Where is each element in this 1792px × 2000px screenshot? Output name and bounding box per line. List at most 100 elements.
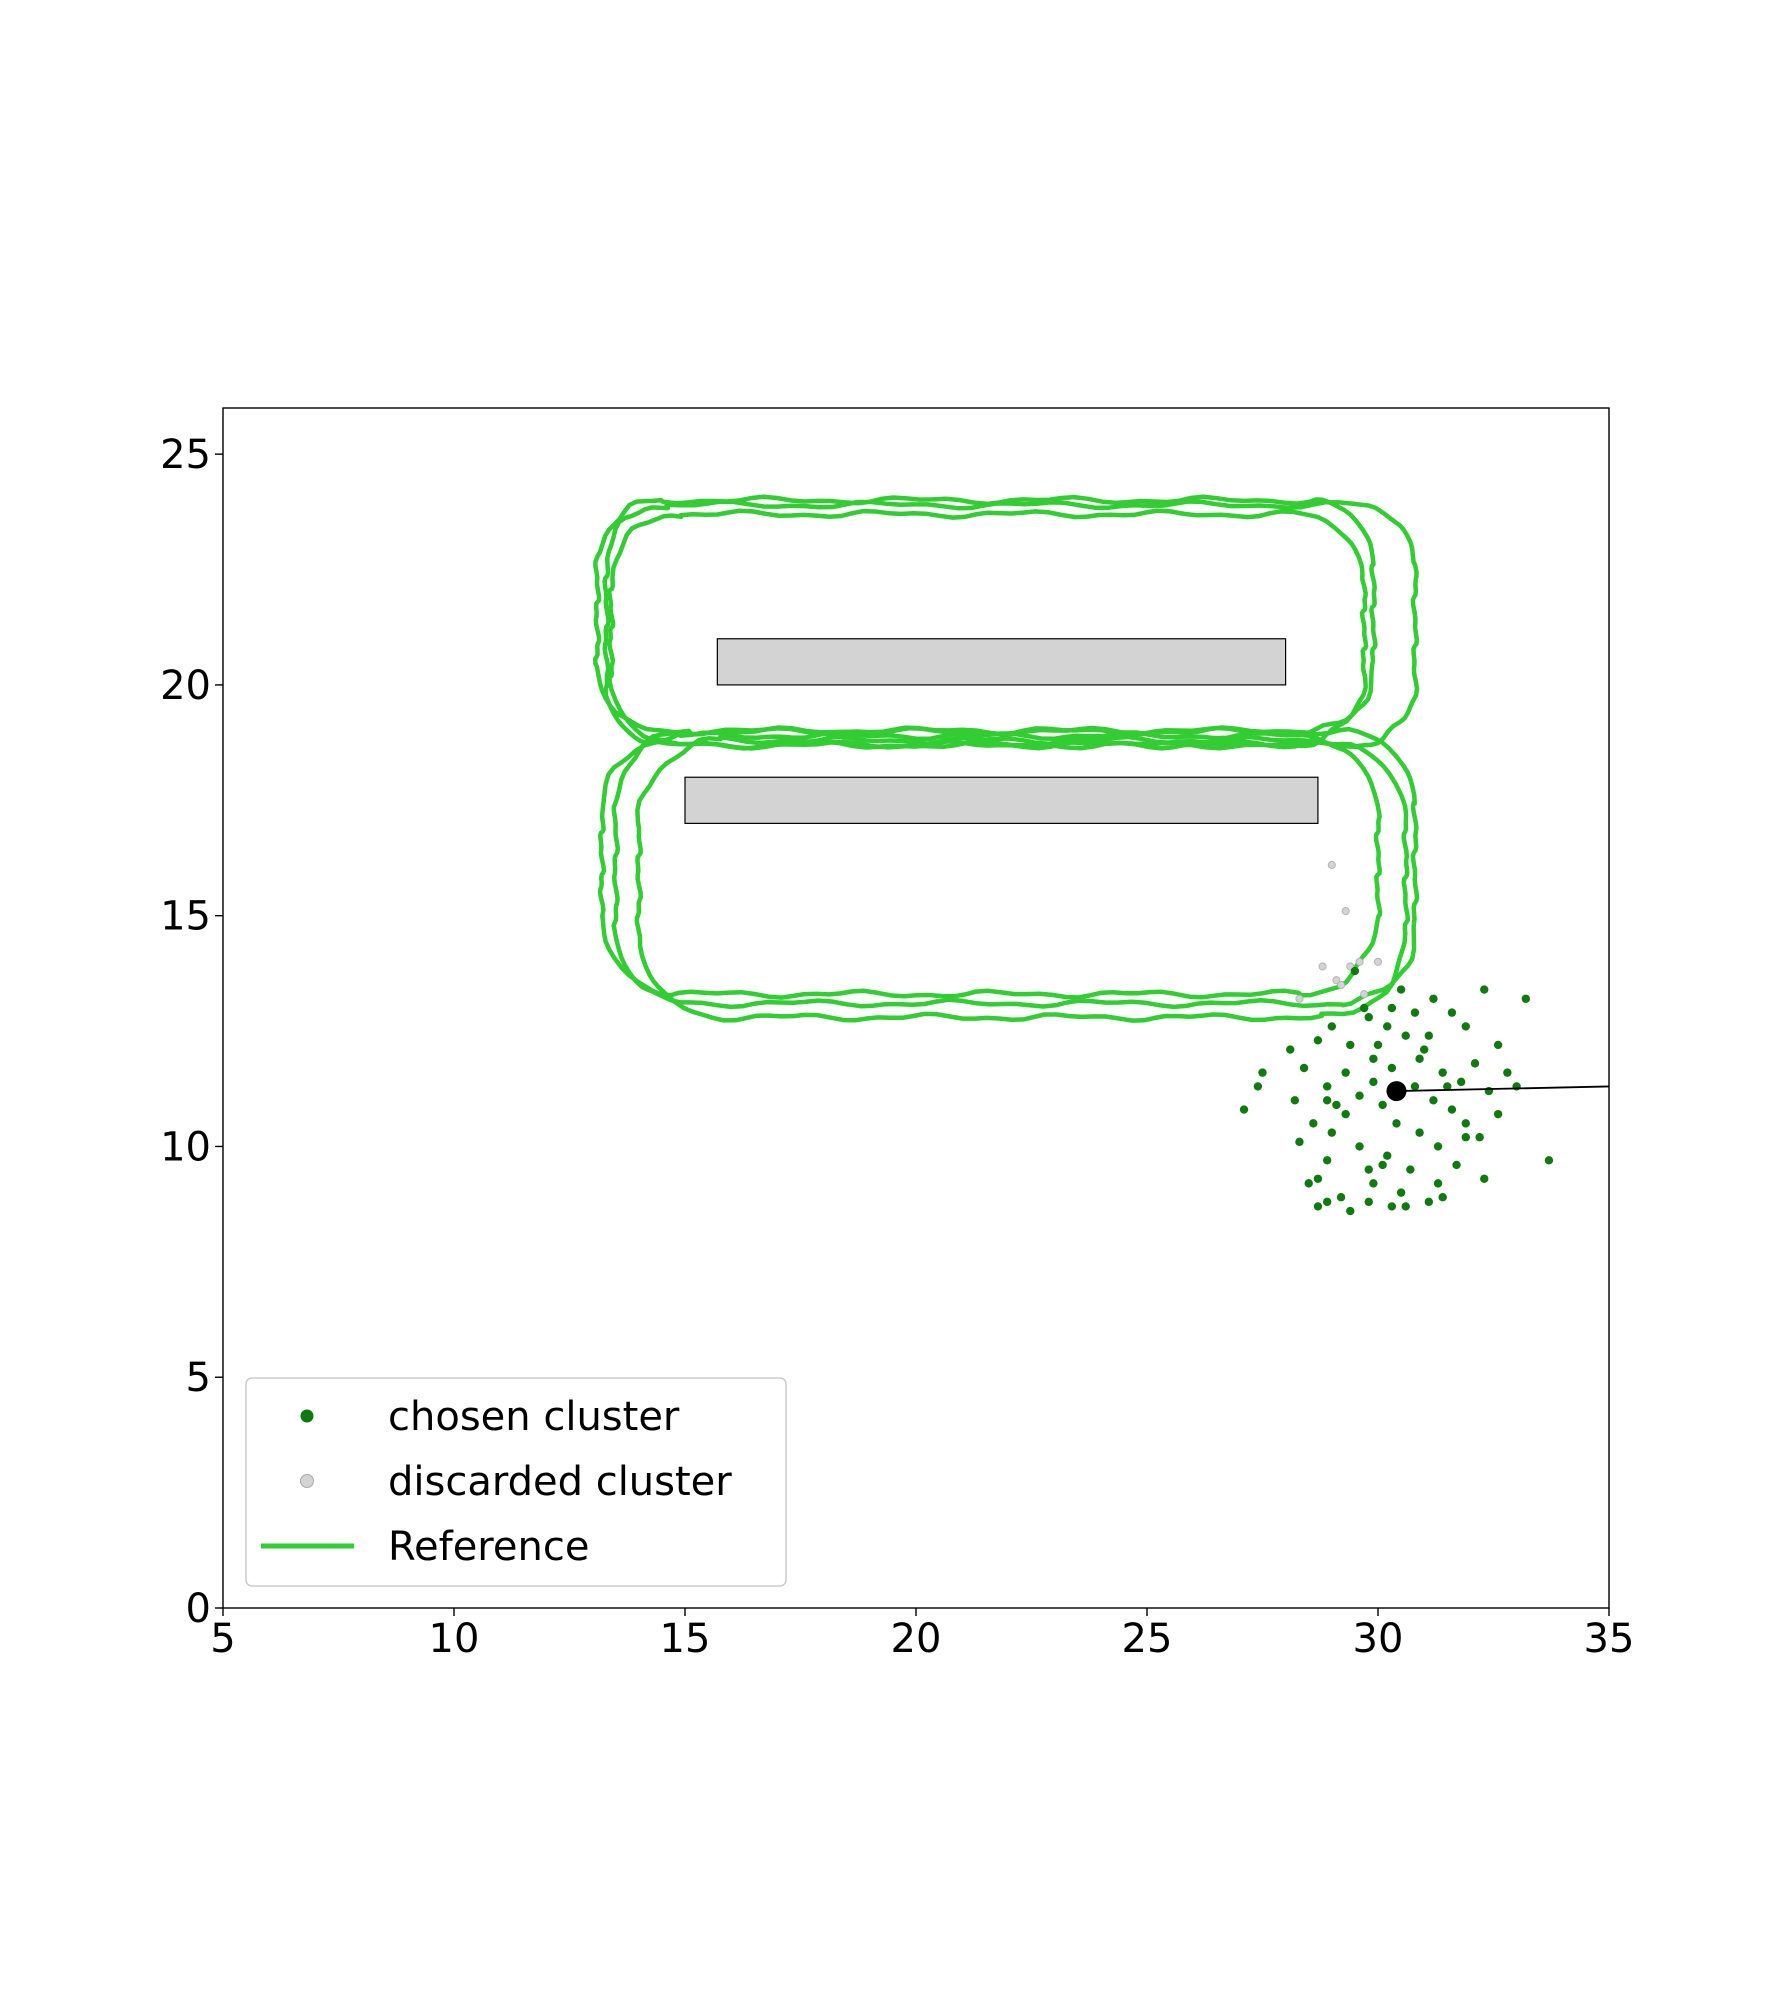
chosen-point (1313, 1036, 1323, 1045)
legend-chosen-marker (300, 1409, 314, 1423)
chosen-point (1350, 966, 1360, 976)
chosen-point (1313, 1202, 1323, 1211)
chosen-point (1447, 1105, 1457, 1114)
chosen-point (1373, 1040, 1383, 1050)
chosen-point (1322, 1156, 1332, 1165)
reference-loop-5 (611, 725, 1420, 1010)
reference-loop-4 (634, 734, 1411, 1023)
chosen-point (1378, 1100, 1387, 1110)
chosen-point (1346, 1206, 1355, 1216)
discarded-point (1360, 990, 1369, 999)
chosen-point (1475, 1133, 1484, 1142)
chosen-point (1253, 1082, 1263, 1091)
legend: chosen cluster discarded cluster Reference (245, 1377, 787, 1587)
chosen-point (1309, 1119, 1318, 1128)
chosen-point (1452, 1160, 1461, 1170)
chosen-point (1438, 1068, 1447, 1077)
chosen-point (1424, 1197, 1434, 1207)
chosen-point (1461, 1119, 1470, 1128)
discarded-cluster-points (1295, 860, 1383, 1003)
reference-loop-3 (597, 730, 1383, 1000)
chosen-point (1461, 1133, 1470, 1142)
y-tick-label: 15 (160, 894, 211, 940)
reference-loop-1 (592, 494, 1378, 737)
chosen-point (1493, 1040, 1503, 1050)
y-tick-label: 0 (186, 1586, 211, 1632)
chosen-point (1364, 1197, 1373, 1207)
chosen-point (1424, 1031, 1434, 1040)
chosen-point (1346, 1040, 1355, 1050)
chosen-point (1438, 1193, 1447, 1202)
chosen-point (1322, 1096, 1332, 1105)
chosen-point (1313, 1174, 1323, 1183)
chosen-point (1406, 1165, 1415, 1174)
chosen-point (1322, 1197, 1332, 1207)
x-tick-label: 5 (210, 1616, 235, 1662)
chosen-cluster-points (1239, 966, 1554, 1216)
chosen-point (1392, 1119, 1401, 1128)
chosen-point (1295, 1137, 1304, 1147)
y-tick-label: 10 (160, 1124, 211, 1170)
chosen-point (1369, 1054, 1378, 1063)
chosen-point (1387, 1063, 1397, 1073)
chosen-point (1420, 1045, 1429, 1054)
discarded-point (1341, 907, 1350, 916)
chosen-point (1410, 1082, 1420, 1091)
obstacle-2 (684, 776, 1319, 824)
discarded-point (1374, 957, 1383, 966)
x-tick-label: 30 (1353, 1616, 1404, 1662)
chosen-point (1401, 1202, 1410, 1211)
chosen-point (1383, 1151, 1392, 1160)
chosen-point (1443, 1082, 1452, 1091)
reference-trajectory (592, 494, 1420, 1023)
chosen-point (1396, 1188, 1406, 1197)
chosen-point (1387, 1003, 1397, 1013)
pose-estimate (1386, 1081, 1610, 1102)
chosen-point (1480, 1174, 1489, 1183)
chosen-point (1470, 1059, 1480, 1068)
discarded-point (1318, 962, 1327, 971)
obstacles (684, 638, 1319, 824)
chosen-point (1429, 1096, 1438, 1105)
chosen-point (1387, 1202, 1397, 1211)
chosen-point (1355, 1091, 1364, 1100)
x-tick-label: 10 (429, 1616, 480, 1662)
discarded-point (1337, 980, 1346, 989)
chosen-point (1456, 1077, 1466, 1087)
chosen-point (1396, 985, 1406, 994)
chosen-point (1493, 1109, 1503, 1119)
x-tick-label: 20 (891, 1616, 942, 1662)
chosen-point (1447, 1008, 1457, 1017)
legend-label: Reference (388, 1524, 589, 1570)
heading-line (1396, 1085, 1610, 1092)
legend-discarded-marker (300, 1474, 314, 1488)
x-tick-label: 15 (660, 1616, 711, 1662)
chosen-point (1290, 1096, 1300, 1105)
chosen-point (1327, 1128, 1337, 1137)
chosen-point (1258, 1068, 1267, 1077)
reference-loop-6 (602, 499, 1420, 751)
chosen-point (1336, 1193, 1346, 1202)
y-tick-label: 5 (186, 1355, 211, 1401)
chosen-point (1322, 1082, 1332, 1091)
chosen-point (1521, 994, 1531, 1003)
chosen-point (1433, 1179, 1443, 1188)
chosen-point (1415, 1054, 1424, 1063)
chosen-point (1332, 1100, 1341, 1110)
reference-loop-2 (606, 508, 1369, 751)
chosen-point (1364, 1165, 1373, 1174)
chosen-point (1429, 994, 1438, 1003)
y-tick-label: 20 (160, 663, 211, 709)
chosen-point (1461, 1022, 1470, 1031)
chosen-point (1286, 1045, 1295, 1054)
chosen-point (1341, 1109, 1350, 1119)
discarded-point (1355, 957, 1364, 966)
chosen-point (1415, 1128, 1424, 1137)
chosen-point (1364, 1013, 1373, 1022)
chosen-point (1327, 1022, 1337, 1031)
chosen-point (1239, 1105, 1249, 1114)
chosen-point (1378, 1160, 1387, 1170)
y-tick-label: 25 (160, 432, 211, 478)
chosen-point (1480, 985, 1489, 994)
